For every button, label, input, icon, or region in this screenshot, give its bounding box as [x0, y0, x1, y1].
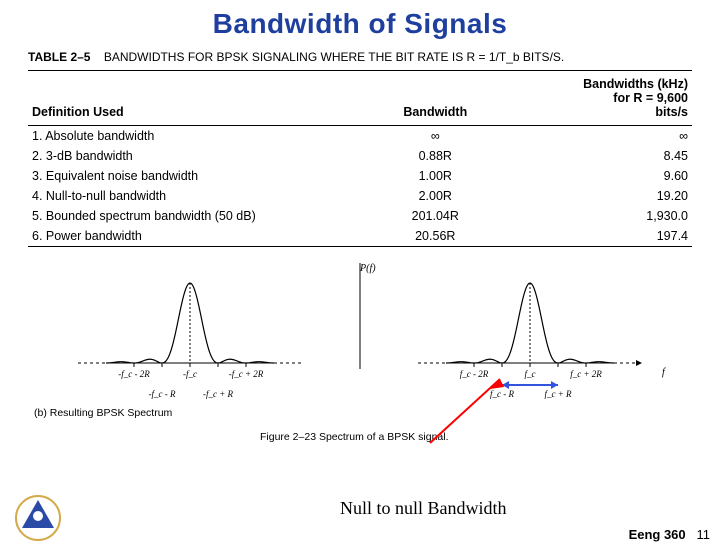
slide-title: Bandwidth of Signals — [0, 8, 720, 40]
col-definition: Definition Used — [28, 71, 373, 126]
svg-text:-f_c - R: -f_c - R — [149, 389, 176, 399]
spectrum-figure: P(f) -f_c - 2R-f_c-f_c + 2R f_c - 2Rf_cf… — [30, 259, 690, 449]
cell-bandwidth: ∞ — [373, 126, 497, 147]
table-caption: TABLE 2–5 BANDWIDTHS FOR BPSK SIGNALING … — [28, 50, 692, 64]
cell-definition: 4. Null-to-null bandwidth — [28, 186, 373, 206]
svg-text:-f_c: -f_c — [183, 369, 197, 379]
col-khz: Bandwidths (kHz) for R = 9,600 bits/s — [497, 71, 692, 126]
f-axis-label: f — [662, 367, 666, 378]
psd-label: P(f) — [359, 263, 376, 274]
col-bandwidth: Bandwidth — [373, 71, 497, 126]
cell-khz: ∞ — [497, 126, 692, 147]
table-row: 5. Bounded spectrum bandwidth (50 dB)201… — [28, 206, 692, 226]
cell-definition: 6. Power bandwidth — [28, 226, 373, 247]
left-tick-labels: -f_c - 2R -f_c -f_c + 2R — [118, 369, 264, 379]
red-arrow — [410, 367, 530, 447]
cell-khz: 197.4 — [497, 226, 692, 247]
cell-khz: 9.60 — [497, 166, 692, 186]
cell-definition: 2. 3-dB bandwidth — [28, 146, 373, 166]
spectrum-svg: P(f) -f_c - 2R-f_c-f_c + 2R f_c - 2Rf_cf… — [30, 259, 690, 449]
cell-khz: 19.20 — [497, 186, 692, 206]
table-row: 4. Null-to-null bandwidth2.00R19.20 — [28, 186, 692, 206]
cell-bandwidth: 2.00R — [373, 186, 497, 206]
cell-definition: 1. Absolute bandwidth — [28, 126, 373, 147]
svg-text:-f_c + 2R: -f_c + 2R — [229, 369, 264, 379]
right-lobe-group — [418, 283, 642, 367]
table-caption-prefix: TABLE 2–5 — [28, 50, 90, 64]
svg-text:f_c + R: f_c + R — [544, 389, 572, 399]
table-row: 6. Power bandwidth20.56R197.4 — [28, 226, 692, 247]
cell-bandwidth: 1.00R — [373, 166, 497, 186]
svg-text:-f_c - 2R: -f_c - 2R — [118, 369, 150, 379]
cell-definition: 5. Bounded spectrum bandwidth (50 dB) — [28, 206, 373, 226]
table-row: 1. Absolute bandwidth∞∞ — [28, 126, 692, 147]
table-caption-text: BANDWIDTHS FOR BPSK SIGNALING WHERE THE … — [104, 50, 564, 64]
cell-khz: 1,930.0 — [497, 206, 692, 226]
null-to-null-label: Null to null Bandwidth — [340, 498, 507, 519]
title-text: Bandwidth of Signals — [213, 8, 508, 39]
table-body: 1. Absolute bandwidth∞∞2. 3-dB bandwidth… — [28, 126, 692, 247]
cell-khz: 8.45 — [497, 146, 692, 166]
table-row: 3. Equivalent noise bandwidth1.00R9.60 — [28, 166, 692, 186]
institution-logo — [14, 494, 62, 542]
table-row: 2. 3-dB bandwidth0.88R8.45 — [28, 146, 692, 166]
cell-definition: 3. Equivalent noise bandwidth — [28, 166, 373, 186]
svg-text:-f_c + R: -f_c + R — [203, 389, 234, 399]
table-block: TABLE 2–5 BANDWIDTHS FOR BPSK SIGNALING … — [28, 50, 692, 247]
cell-bandwidth: 201.04R — [373, 206, 497, 226]
cell-bandwidth: 20.56R — [373, 226, 497, 247]
subfigure-label: (b) Resulting BPSK Spectrum — [34, 407, 172, 419]
cell-bandwidth: 0.88R — [373, 146, 497, 166]
svg-text:f_c + 2R: f_c + 2R — [570, 369, 602, 379]
left-sub-tick-labels: -f_c - R -f_c + R — [149, 389, 234, 399]
left-lobe-group — [78, 283, 302, 367]
bandwidth-table: Definition Used Bandwidth Bandwidths (kH… — [28, 70, 692, 247]
